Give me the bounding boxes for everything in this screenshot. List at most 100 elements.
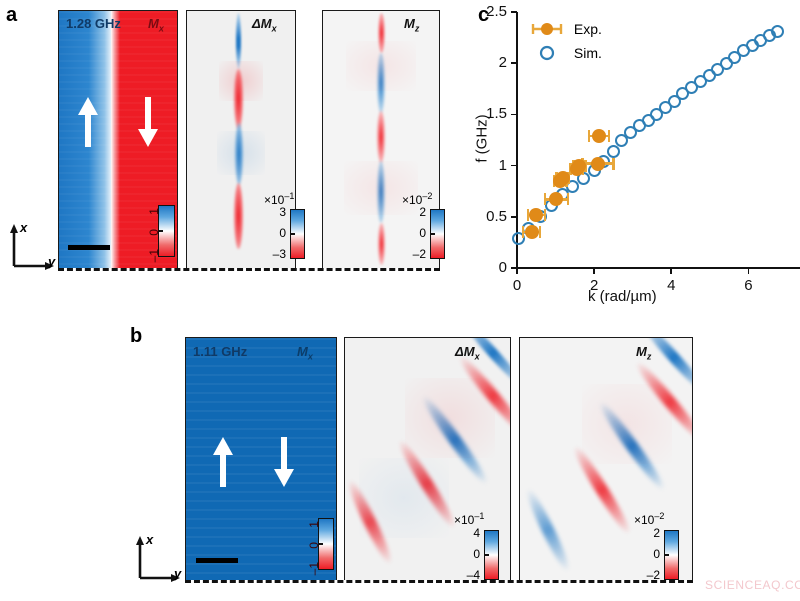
panel-a-label-mz: Mz bbox=[404, 16, 419, 34]
panel-b-colorbar-mz: ×10–2 2 0 –2 bbox=[630, 512, 690, 584]
cbar-a-mx-tick-max: 1 bbox=[147, 208, 161, 215]
panel-a-map-mz bbox=[322, 10, 440, 268]
panel-letter-a: a bbox=[6, 4, 18, 26]
panel-b-label-mz: Mz bbox=[636, 344, 651, 362]
legend-marker-exp-icon bbox=[531, 23, 563, 36]
chart-y-tick-label: 1 bbox=[498, 156, 507, 174]
chart-legend: Exp. Sim. bbox=[530, 20, 640, 68]
cbar-a-dmx-tick-max: 3 bbox=[279, 205, 286, 219]
panel-b-colorbar-dmx: ×10–1 4 0 –4 bbox=[450, 512, 510, 584]
chart-y-tick-label: 0.5 bbox=[486, 207, 507, 225]
sim-data-point bbox=[770, 24, 784, 38]
map-label-main: M bbox=[636, 344, 647, 359]
sim-data-point bbox=[728, 50, 742, 64]
exp-error-cap bbox=[526, 208, 530, 221]
cbar-a-mz-exponent-sup: –2 bbox=[422, 191, 433, 201]
chart-y-tick bbox=[511, 113, 517, 116]
map-label-main: ΔM bbox=[252, 16, 272, 31]
map-label-sub: x bbox=[474, 351, 480, 362]
map-label-main: M bbox=[148, 16, 159, 31]
legend-item-exp[interactable]: Exp. bbox=[530, 20, 602, 37]
cbar-b-mz-tick-max: 2 bbox=[653, 526, 660, 540]
cbar-a-dmx-tick-min: –3 bbox=[272, 247, 286, 261]
chart-y-tick-label: 1.5 bbox=[486, 105, 507, 123]
panel-b-axis-label-y: y bbox=[174, 566, 182, 581]
panel-letter-c: c bbox=[478, 4, 490, 26]
chart-y-tick-label: 2 bbox=[498, 54, 507, 72]
chart-x-tick bbox=[516, 268, 518, 274]
chart-x-tick bbox=[593, 268, 596, 274]
exp-data-point bbox=[549, 192, 564, 207]
panel-b-dashed-boundary bbox=[185, 580, 693, 583]
sim-data-point bbox=[606, 144, 620, 158]
cbar-b-dmx-exponent-sup: –1 bbox=[474, 511, 485, 521]
panel-b-label-mx: Mx bbox=[297, 344, 313, 362]
cbar-b-mz-exponent-sup: –2 bbox=[654, 511, 665, 521]
chart-y-tick bbox=[511, 62, 517, 65]
cbar-b-mx-tick-mid: 0 bbox=[307, 542, 321, 549]
chart-y-axis-title: f (GHz) bbox=[473, 114, 491, 163]
arrow-down-icon bbox=[274, 437, 294, 487]
panel-a-label-mx: Mx bbox=[148, 16, 164, 34]
chart-y-tick bbox=[511, 11, 517, 13]
chart-y-axis bbox=[516, 12, 518, 269]
panel-a-axis-label-y: y bbox=[48, 254, 56, 269]
sim-data-point bbox=[667, 94, 681, 108]
exp-data-point bbox=[555, 170, 570, 185]
panel-b-scale-bar bbox=[196, 558, 238, 563]
panel-b-label-dmx: ΔMx bbox=[455, 344, 480, 362]
panel-a-label-dmx: ΔMx bbox=[252, 16, 277, 34]
sim-data-point bbox=[624, 126, 638, 140]
map-label-sub: z bbox=[414, 23, 420, 34]
exp-error-cap bbox=[538, 226, 542, 239]
exp-data-point bbox=[591, 128, 606, 143]
exp-error-cap bbox=[521, 226, 525, 239]
cbar-b-mx-tick-min: –1 bbox=[307, 562, 321, 576]
dispersion-chart: 0 2 4 6 0 0.5 1 1.5 2 2.5 k (rad/µm) f (GHz) Exp. bbox=[470, 0, 800, 310]
chart-x-axis bbox=[516, 267, 800, 269]
cbar-a-mx-tick-min: –1 bbox=[147, 249, 161, 263]
chart-x-tick-label: 2 bbox=[589, 277, 599, 294]
cbar-a-dmx-tick-mid: 0 bbox=[279, 226, 286, 240]
exp-data-point bbox=[529, 207, 544, 222]
panel-b-colorbar-mx: 1 0 –1 bbox=[292, 518, 338, 576]
chart-x-tick-label: 4 bbox=[667, 277, 676, 294]
chart-y-tick-label: 0 bbox=[498, 259, 507, 276]
panel-a-axis-label-x: x bbox=[20, 220, 28, 235]
chart-y-tick bbox=[511, 267, 517, 269]
cbar-b-mx-tick-max: 1 bbox=[307, 521, 321, 528]
panel-a-dashed-boundary bbox=[58, 268, 440, 271]
exp-error-cap bbox=[587, 129, 591, 142]
cbar-b-mz-exponent: ×10 bbox=[634, 513, 655, 527]
panel-b-axis-label-x: x bbox=[146, 532, 154, 547]
exp-error-cap bbox=[566, 193, 570, 206]
map-label-sub: x bbox=[307, 351, 313, 362]
panel-a-colorbar-mx: 1 0 –1 bbox=[132, 205, 178, 263]
exp-data-point bbox=[591, 156, 605, 171]
chart-x-axis-title: k (rad/µm) bbox=[588, 288, 657, 305]
exp-data-point bbox=[572, 158, 587, 173]
panel-b-axis-indicator: x y bbox=[134, 530, 186, 584]
chart-x-tick bbox=[747, 268, 750, 274]
map-label-sub: x bbox=[158, 23, 164, 34]
panel-a-colorbar-mz: ×10–2 2 0 –2 bbox=[398, 192, 456, 262]
panel-a-scale-bar bbox=[68, 245, 110, 250]
chart-x-tick-label: 0 bbox=[512, 277, 522, 294]
map-label-sub: x bbox=[271, 23, 277, 34]
cbar-a-mx-tick-mid: 0 bbox=[147, 229, 161, 236]
exp-error-cap bbox=[543, 208, 547, 221]
chart-y-tick-label: 2.5 bbox=[486, 3, 507, 20]
sim-data-point bbox=[650, 107, 664, 121]
panel-letter-b: b bbox=[130, 325, 143, 347]
arrow-up-icon bbox=[213, 437, 233, 487]
cbar-a-mz-tick-min: –2 bbox=[412, 247, 426, 261]
panel-a-frequency-label: 1.28 GHz bbox=[66, 16, 121, 31]
chart-y-tick bbox=[511, 215, 517, 218]
exp-error-cap bbox=[607, 129, 611, 142]
panel-b-map-dmx bbox=[344, 337, 511, 580]
legend-item-sim[interactable]: Sim. bbox=[530, 44, 602, 61]
sim-data-point bbox=[615, 133, 629, 147]
cbar-b-mz-tick-mid: 0 bbox=[653, 547, 660, 561]
watermark: SCIENCEAQ.COM bbox=[705, 578, 800, 592]
